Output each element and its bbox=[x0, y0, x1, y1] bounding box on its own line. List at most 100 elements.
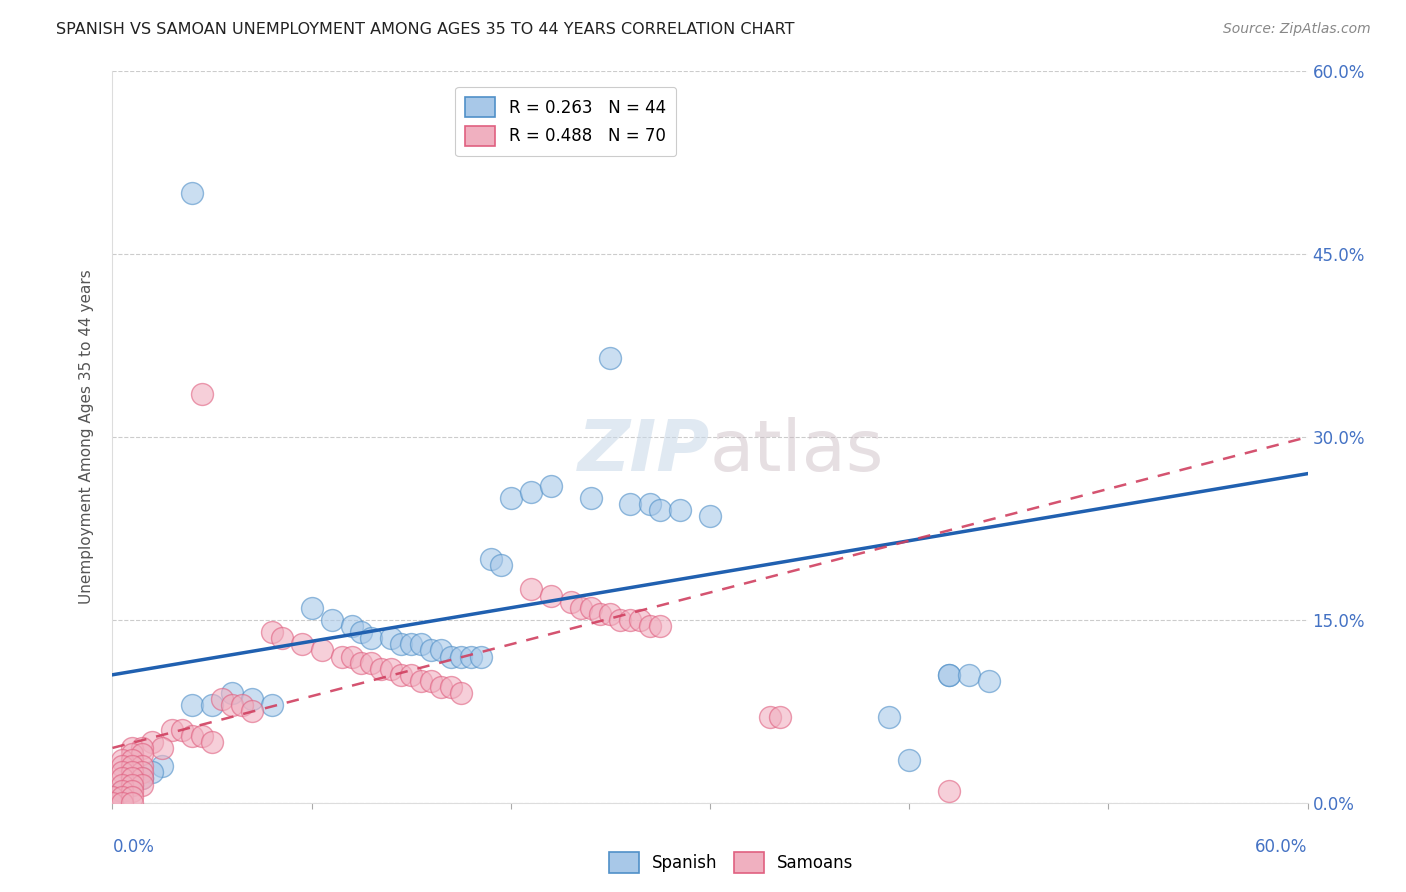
Point bbox=[977, 673, 1000, 688]
Point bbox=[260, 698, 283, 713]
Point bbox=[221, 698, 243, 713]
Text: Source: ZipAtlas.com: Source: ZipAtlas.com bbox=[1223, 22, 1371, 37]
Point bbox=[759, 710, 782, 724]
Point bbox=[579, 600, 602, 615]
Point bbox=[650, 503, 672, 517]
Point bbox=[599, 351, 621, 365]
Point bbox=[499, 491, 522, 505]
Point bbox=[579, 491, 602, 505]
Point bbox=[111, 796, 134, 810]
Point bbox=[411, 673, 433, 688]
Point bbox=[340, 619, 363, 633]
Point bbox=[460, 649, 482, 664]
Point bbox=[150, 759, 173, 773]
Point bbox=[520, 485, 543, 500]
Point bbox=[957, 667, 980, 681]
Point bbox=[938, 667, 960, 681]
Point bbox=[201, 698, 224, 713]
Point bbox=[350, 625, 373, 640]
Text: SPANISH VS SAMOAN UNEMPLOYMENT AMONG AGES 35 TO 44 YEARS CORRELATION CHART: SPANISH VS SAMOAN UNEMPLOYMENT AMONG AGE… bbox=[56, 22, 794, 37]
Point bbox=[560, 594, 582, 608]
Point bbox=[769, 710, 792, 724]
Point bbox=[211, 692, 233, 706]
Point bbox=[440, 649, 463, 664]
Point bbox=[131, 765, 153, 780]
Point bbox=[240, 692, 263, 706]
Point bbox=[291, 637, 314, 651]
Point bbox=[131, 759, 153, 773]
Point bbox=[879, 710, 901, 724]
Point bbox=[181, 729, 204, 743]
Point bbox=[540, 479, 562, 493]
Point bbox=[669, 503, 692, 517]
Point bbox=[141, 735, 163, 749]
Point bbox=[181, 698, 204, 713]
Point bbox=[640, 619, 662, 633]
Point bbox=[240, 705, 263, 719]
Point bbox=[101, 796, 124, 810]
Point bbox=[121, 747, 143, 761]
Point bbox=[938, 667, 960, 681]
Point bbox=[380, 662, 402, 676]
Point bbox=[111, 772, 134, 786]
Point bbox=[121, 759, 143, 773]
Point bbox=[181, 186, 204, 201]
Point bbox=[191, 729, 214, 743]
Point bbox=[569, 600, 592, 615]
Point bbox=[111, 789, 134, 804]
Point bbox=[898, 753, 921, 767]
Point bbox=[121, 753, 143, 767]
Point bbox=[640, 497, 662, 511]
Point bbox=[191, 387, 214, 401]
Point bbox=[370, 662, 392, 676]
Point bbox=[330, 649, 353, 664]
Point bbox=[270, 632, 292, 646]
Point bbox=[411, 637, 433, 651]
Point bbox=[131, 740, 153, 755]
Point bbox=[599, 607, 621, 621]
Point bbox=[321, 613, 343, 627]
Point bbox=[360, 632, 382, 646]
Point bbox=[360, 656, 382, 670]
Point bbox=[450, 686, 472, 700]
Point bbox=[111, 753, 134, 767]
Point bbox=[111, 783, 134, 797]
Text: 60.0%: 60.0% bbox=[1256, 838, 1308, 855]
Point bbox=[121, 740, 143, 755]
Point bbox=[420, 643, 443, 657]
Point bbox=[699, 509, 721, 524]
Point bbox=[121, 772, 143, 786]
Point bbox=[609, 613, 631, 627]
Point bbox=[401, 667, 423, 681]
Point bbox=[121, 796, 143, 810]
Point bbox=[420, 673, 443, 688]
Point bbox=[121, 778, 143, 792]
Point bbox=[131, 778, 153, 792]
Point bbox=[479, 552, 502, 566]
Point bbox=[540, 589, 562, 603]
Point bbox=[440, 680, 463, 694]
Point bbox=[221, 686, 243, 700]
Point bbox=[141, 765, 163, 780]
Point bbox=[470, 649, 492, 664]
Point bbox=[121, 778, 143, 792]
Point bbox=[389, 667, 412, 681]
Point bbox=[619, 613, 641, 627]
Point bbox=[589, 607, 612, 621]
Point bbox=[401, 637, 423, 651]
Legend: R = 0.263   N = 44, R = 0.488   N = 70: R = 0.263 N = 44, R = 0.488 N = 70 bbox=[456, 87, 676, 156]
Point bbox=[311, 643, 333, 657]
Point bbox=[131, 772, 153, 786]
Y-axis label: Unemployment Among Ages 35 to 44 years: Unemployment Among Ages 35 to 44 years bbox=[79, 269, 94, 605]
Point bbox=[938, 783, 960, 797]
Point bbox=[101, 789, 124, 804]
Point bbox=[131, 747, 153, 761]
Point bbox=[350, 656, 373, 670]
Point bbox=[111, 778, 134, 792]
Point bbox=[111, 765, 134, 780]
Text: 0.0%: 0.0% bbox=[112, 838, 155, 855]
Point bbox=[380, 632, 402, 646]
Point bbox=[231, 698, 253, 713]
Point bbox=[430, 680, 453, 694]
Point bbox=[260, 625, 283, 640]
